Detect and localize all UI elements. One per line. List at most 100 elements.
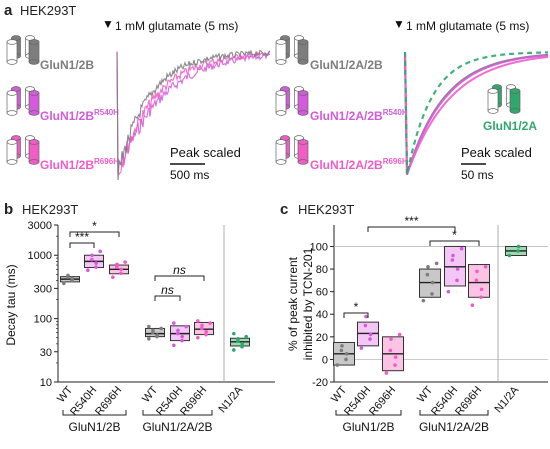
subunit-front-right-top: [28, 139, 40, 145]
significance-label: *: [452, 228, 457, 242]
data-point: [339, 348, 344, 353]
data-point: [176, 328, 180, 333]
significance-label: ***: [404, 214, 418, 228]
receptor-label-right-2: GluN1/2A/2BR540H: [310, 108, 408, 123]
data-point: [119, 267, 123, 272]
panel-b-label: b: [4, 201, 13, 218]
panel-c-label: c: [280, 201, 288, 218]
subunit-front-left-top: [6, 39, 18, 45]
group-label: GluN1/2A/2B: [142, 420, 212, 434]
subunit-front-left-bottom: [275, 59, 287, 65]
data-point: [516, 244, 521, 249]
receptor-label-sup: R696H: [94, 157, 119, 166]
data-point: [180, 334, 184, 339]
subunit-front-left-body: [275, 141, 287, 163]
data-point: [335, 363, 340, 367]
data-point: [200, 323, 204, 328]
data-point: [483, 264, 488, 269]
subunit-front-right-body: [297, 41, 309, 63]
data-point: [425, 272, 430, 277]
significance-bracket: [154, 275, 205, 281]
data-point: [446, 289, 451, 294]
significance-bracket: [69, 231, 120, 237]
data-point: [479, 295, 483, 300]
data-point: [450, 258, 455, 262]
subunit-front-right-body: [28, 92, 40, 114]
data-point: [98, 249, 102, 254]
subunit-front-right-body: [28, 41, 40, 63]
data-point: [451, 253, 455, 258]
significance-label: ns: [173, 263, 186, 277]
data-point: [123, 260, 127, 264]
receptor-label-sup: R540H: [383, 108, 408, 117]
data-point: [240, 344, 244, 349]
significance-bracket: [367, 226, 456, 232]
subunit-front-right-body: [509, 90, 521, 112]
receptor-label-sup: R696H: [383, 157, 408, 166]
x-tick-label: R540H: [68, 384, 99, 418]
subunit-front-right-bottom: [28, 159, 40, 165]
stimulus-right-arrow: ▼: [393, 17, 405, 31]
data-point: [147, 337, 151, 341]
group-label: GluN1/2A/2B: [419, 420, 489, 434]
x-tick-label: WT: [329, 384, 349, 405]
receptor-icon-left-1: [6, 35, 40, 65]
y-tick-label: 30: [40, 347, 52, 359]
trace-glun1-2a: [403, 51, 548, 175]
receptor-icon-right-2: [275, 86, 309, 116]
box-r696h: [194, 321, 214, 336]
panel-c-ylabel-line1: % of peak current: [286, 256, 300, 351]
stimulus-left-arrow: ▼: [102, 17, 114, 31]
subunit-front-right-bottom: [509, 108, 521, 114]
group-bracket: [142, 410, 213, 416]
data-point: [115, 262, 119, 267]
subunit-front-right-bottom: [28, 110, 40, 116]
panel-a-cell-label: HEK293T: [20, 3, 76, 18]
subunit-front-left-top: [275, 90, 287, 96]
y-tick-label: 100: [310, 241, 328, 253]
x-tick-label: WT: [415, 384, 435, 405]
subunit-front-right-bottom: [297, 159, 309, 165]
subunit-front-left-body: [6, 41, 18, 63]
panel-b: b HEK293T Decay tau (ms) 3000 1000 300 100 3…: [4, 201, 275, 434]
receptor-label-left-3: GluN1/2BR696H: [40, 157, 119, 172]
data-point: [86, 268, 90, 273]
y-tick-label: 3000: [28, 220, 52, 232]
subunit-front-left-bottom: [6, 110, 18, 116]
y-tick-label: 10: [40, 377, 52, 389]
data-point: [119, 271, 123, 276]
trace-glun1-2b: [116, 49, 270, 180]
group-bracket: [419, 410, 489, 416]
panel-c: c HEK293T % of peak current inhibited by…: [280, 201, 548, 434]
time-bar-left-label: 500 ms: [170, 168, 209, 182]
data-point: [172, 343, 176, 348]
data-point: [232, 348, 236, 352]
data-point: [147, 324, 151, 329]
data-point: [430, 292, 434, 296]
data-point: [516, 249, 520, 253]
subunit-front-left-body: [487, 90, 499, 112]
y-tick-label: 40: [316, 309, 328, 321]
subunit-front-left-bottom: [6, 159, 18, 165]
data-point: [200, 326, 204, 331]
data-point: [204, 332, 208, 337]
significance-label: ns: [161, 283, 174, 297]
subunit-front-left-body: [6, 141, 18, 163]
data-point: [388, 348, 393, 353]
trace-glun1-2a-2b-r696h: [404, 51, 548, 175]
subunit-front-left-top: [275, 139, 287, 145]
significance-label: ***: [75, 230, 89, 244]
data-point: [180, 338, 184, 343]
data-point: [176, 331, 180, 336]
data-point: [196, 319, 200, 323]
peak-scaled-left: Peak scaled: [170, 145, 241, 160]
data-point: [397, 332, 402, 337]
x-tick-label: R696H: [93, 384, 124, 418]
x-tick-label: R540H: [342, 384, 373, 418]
y-tick-label: 80: [316, 264, 328, 276]
panel-b-ylabel: Decay tau (ms): [4, 264, 18, 345]
y-tick-label: 20: [316, 332, 328, 344]
subunit-front-left-top: [275, 39, 287, 45]
